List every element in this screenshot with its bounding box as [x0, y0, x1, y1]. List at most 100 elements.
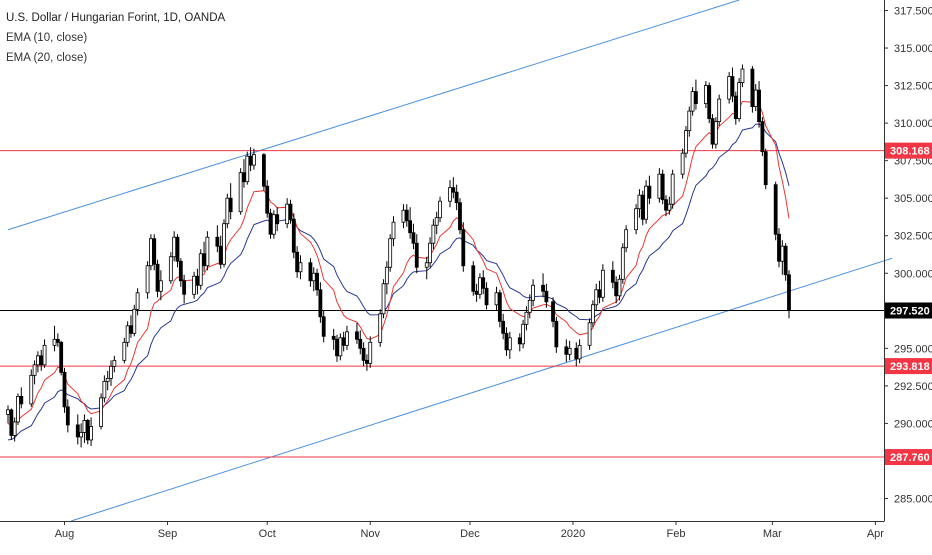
candle	[365, 354, 369, 371]
candle-body	[624, 229, 629, 249]
candle	[610, 261, 615, 289]
candle	[637, 189, 642, 218]
candle	[275, 207, 280, 232]
candle-body	[132, 308, 137, 334]
candle-body	[690, 91, 695, 112]
candle-body	[238, 172, 243, 213]
candle	[703, 81, 708, 109]
candle-body	[158, 280, 163, 292]
candle	[404, 204, 409, 227]
candle	[567, 340, 572, 361]
candle	[414, 234, 419, 274]
candle	[285, 198, 290, 229]
candle	[178, 258, 183, 287]
candle-body	[42, 344, 47, 366]
candle	[378, 309, 383, 347]
x-tick-label: Feb	[667, 528, 686, 540]
candle	[434, 211, 439, 235]
candle-body	[667, 203, 672, 211]
candle-body	[644, 185, 648, 220]
candle-body	[521, 323, 526, 345]
candle-body	[59, 341, 64, 373]
candle	[551, 297, 555, 328]
candle-body	[404, 209, 409, 222]
trendlines	[7, 0, 893, 522]
candle-body	[551, 301, 555, 322]
ema-lines	[7, 99, 790, 441]
candle	[773, 181, 778, 241]
candle-body	[431, 224, 436, 244]
candle	[727, 72, 732, 104]
candle-body	[461, 229, 466, 267]
candle	[554, 316, 559, 353]
candle-body	[6, 409, 10, 415]
candle	[501, 313, 506, 340]
candle	[102, 375, 107, 403]
candle-body	[195, 275, 200, 286]
candle-body	[610, 269, 615, 283]
candle-body	[202, 253, 206, 267]
candle-body	[378, 313, 383, 343]
candle	[228, 183, 233, 220]
candle-body	[757, 89, 761, 123]
candle	[242, 159, 246, 188]
candle	[591, 300, 595, 328]
candle	[507, 331, 512, 359]
candle-body	[424, 262, 429, 268]
y-tick-label: 292.500	[894, 381, 932, 393]
candle	[89, 417, 93, 446]
candle-body	[36, 355, 40, 366]
level-price-tag: 308.168	[885, 142, 932, 159]
candle-body	[680, 152, 685, 175]
candle	[238, 168, 243, 215]
candle-body	[434, 217, 439, 226]
candle	[168, 252, 173, 284]
level-price-tag-text: 293.818	[890, 361, 930, 373]
candle-body	[218, 245, 223, 265]
candle	[381, 279, 386, 319]
level-price-tag: 287.760	[885, 449, 932, 466]
candle-body	[401, 209, 406, 223]
candle-body	[727, 76, 732, 100]
candle	[222, 219, 226, 268]
candle	[245, 151, 250, 185]
candle-body	[172, 236, 177, 258]
candle	[484, 282, 489, 310]
candle	[132, 304, 137, 337]
candle	[694, 79, 698, 110]
trendline	[7, 0, 740, 231]
x-tick-label: Apr	[867, 528, 884, 540]
candle	[783, 243, 788, 281]
candle	[52, 325, 57, 352]
candle	[730, 67, 735, 103]
candle	[39, 349, 44, 371]
candle-body	[504, 332, 509, 351]
x-tick-label: Oct	[259, 528, 276, 540]
candle	[291, 213, 296, 259]
candle-body	[368, 341, 373, 364]
horizontal-levels	[0, 150, 884, 458]
candle-body	[660, 173, 665, 201]
ema-20-line	[7, 123, 790, 441]
x-tick-label: Nov	[360, 528, 380, 540]
candle-body	[777, 233, 781, 262]
candle	[321, 310, 326, 343]
candle-body	[331, 335, 336, 340]
candle	[713, 117, 718, 149]
candle	[577, 339, 582, 364]
candle	[574, 342, 579, 367]
candle	[458, 198, 462, 235]
candle-body	[448, 187, 452, 202]
candle	[335, 334, 339, 362]
candle	[29, 369, 34, 407]
candle	[471, 261, 476, 296]
candle	[777, 228, 781, 268]
candle-body	[152, 238, 157, 265]
candle-body	[215, 236, 220, 247]
candle-body	[122, 341, 127, 361]
candle	[99, 393, 103, 430]
candle-body	[222, 223, 226, 265]
candle-body	[717, 98, 722, 123]
